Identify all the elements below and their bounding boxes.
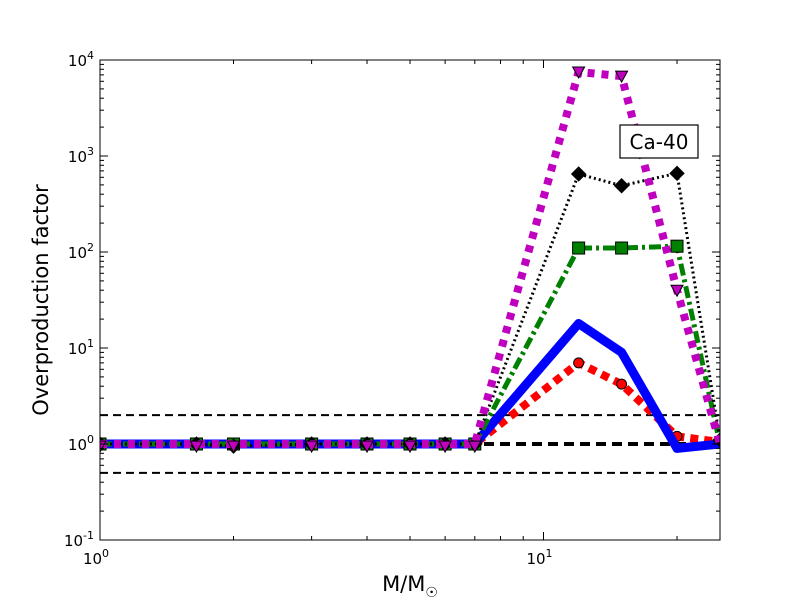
y-tick-label-exponent: 3 [87,145,94,158]
y-tick-label-exponent: 2 [87,241,94,254]
y-tick-label-base: 10 [68,52,87,70]
y-tick-label: 101 [68,337,94,358]
y-tick-label: 10-1 [64,529,94,550]
y-tick-label-base: 10 [68,340,87,358]
data-point-triangle [438,440,452,454]
x-tick-label: 101 [526,547,552,568]
annotation-box: Ca-40 [619,124,699,159]
x-axis-label: M/M☉ [382,572,438,600]
data-point-triangle [614,70,629,84]
data-point-triangle [670,284,684,298]
data-point-triangle [571,66,586,80]
data-point-diamond [613,178,630,194]
y-tick-label-base: 10 [68,148,87,166]
data-point-square [572,241,586,255]
data-point-circle [616,378,628,390]
annotation-label: Ca-40 [630,130,689,154]
x-tick-label-exponent: 0 [102,547,109,560]
y-tick-label: 103 [68,145,94,166]
data-point-square [670,239,684,253]
y-tick-label-base: 10 [64,532,83,550]
data-point-diamond [570,166,587,182]
y-tick-label-base: 10 [68,244,87,262]
data-point-circle [573,357,585,369]
annotation-frame [619,124,699,159]
x-tick-label: 100 [83,547,109,568]
series-line [100,68,720,448]
x-axis-label-subscript: ☉ [425,585,438,600]
y-tick-label-exponent: 1 [87,337,94,350]
data-point-diamond [669,165,685,182]
x-tick-label-exponent: 1 [546,547,553,560]
y-tick-label-exponent: 4 [87,49,94,62]
data-point-triangle [304,440,319,454]
x-axis-label-main: M/M [382,572,425,596]
y-tick-label: 102 [68,241,94,262]
y-tick-label-exponent: 0 [87,433,94,446]
y-tick-label-base: 10 [68,436,87,454]
x-tick-label-base: 10 [83,550,102,568]
data-point-square [615,241,629,255]
y-tick-label-exponent: -1 [83,529,94,542]
data-point-triangle [360,440,374,454]
y-tick-label: 104 [68,49,94,70]
y-tick-label: 100 [68,433,94,454]
data-point-triangle [189,440,204,454]
y-axis-label: Overproduction factor [29,184,53,416]
data-point-triangle [226,440,241,454]
data-point-triangle [467,440,482,454]
x-tick-label-base: 10 [526,550,545,568]
data-point-triangle [403,440,417,454]
